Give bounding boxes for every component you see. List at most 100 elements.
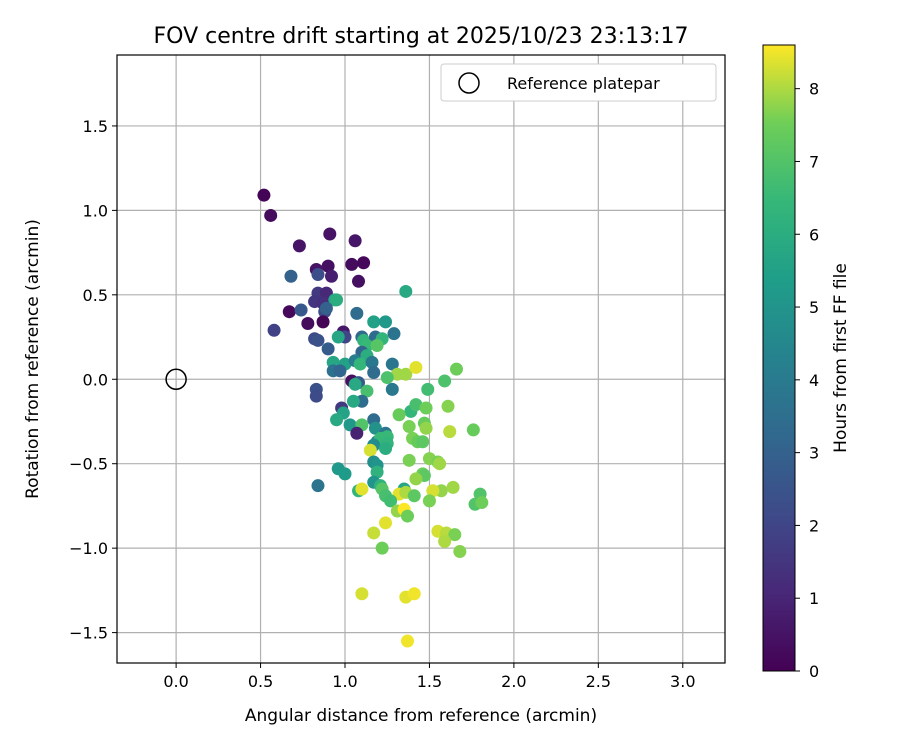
data-point <box>348 377 362 391</box>
data-point <box>392 408 406 422</box>
legend-marker <box>458 72 480 94</box>
data-point <box>333 364 347 378</box>
data-point <box>379 315 393 329</box>
data-point <box>323 227 337 241</box>
x-tick-label: 0.0 <box>163 672 188 691</box>
data-point <box>409 360 423 374</box>
data-point <box>402 453 416 467</box>
data-point <box>330 293 344 307</box>
data-point <box>311 268 325 282</box>
data-point <box>294 303 308 317</box>
data-point <box>367 315 381 329</box>
chart-title: FOV centre drift starting at 2025/10/23 … <box>154 24 689 49</box>
data-point <box>419 401 433 415</box>
data-point <box>301 317 315 331</box>
colorbar-ticks: 0 1 2 3 4 5 6 7 8 <box>795 80 819 681</box>
data-point <box>409 472 423 486</box>
data-point <box>419 421 433 435</box>
data-point <box>407 587 421 601</box>
colorbar-tick-label: 7 <box>809 152 819 171</box>
data-point <box>438 374 452 388</box>
y-axis-label: Rotation from reference (arcmin) <box>23 219 43 499</box>
data-point <box>399 367 413 381</box>
data-point <box>449 362 463 376</box>
x-tick-label: 3.0 <box>670 672 695 691</box>
colorbar-tick-label: 5 <box>809 298 819 317</box>
data-point <box>353 357 367 371</box>
data-point <box>357 256 371 270</box>
data-point <box>309 389 323 403</box>
colorbar-tick-label: 1 <box>809 589 819 608</box>
data-point <box>385 357 399 371</box>
data-point <box>475 496 489 510</box>
data-point <box>367 366 381 380</box>
scatter-points <box>257 188 489 648</box>
data-point <box>319 301 333 315</box>
x-tick-label: 2.0 <box>501 672 526 691</box>
data-point <box>421 382 435 396</box>
y-tick-label: 1.5 <box>83 117 108 136</box>
data-point <box>438 534 452 548</box>
colorbar-tick-label: 2 <box>809 516 819 535</box>
x-tick-label: 1.0 <box>332 672 357 691</box>
data-point <box>284 269 298 283</box>
data-point <box>379 516 393 530</box>
reference-point-marker <box>165 368 187 391</box>
data-point <box>375 541 389 555</box>
data-point <box>257 188 271 202</box>
data-point <box>321 259 335 273</box>
data-point <box>316 315 330 329</box>
data-point <box>448 528 462 542</box>
data-point <box>321 342 335 356</box>
data-point <box>370 338 384 352</box>
data-point <box>370 465 384 479</box>
data-point <box>402 420 416 434</box>
data-point <box>282 305 296 319</box>
data-point <box>355 482 369 496</box>
x-tick-label: 2.5 <box>586 672 611 691</box>
data-point <box>363 443 377 457</box>
data-point <box>387 327 401 341</box>
data-point <box>384 494 398 508</box>
colorbar-tick-label: 0 <box>809 662 819 681</box>
data-point <box>379 442 393 456</box>
data-point <box>441 399 455 413</box>
data-point <box>331 330 345 344</box>
data-point <box>345 257 359 271</box>
data-point <box>350 426 364 440</box>
data-point <box>368 421 382 435</box>
data-point <box>348 234 362 248</box>
data-point <box>346 394 360 408</box>
y-tick-label: 0.0 <box>83 370 108 389</box>
y-tick-label: −1.5 <box>69 624 108 643</box>
data-point <box>311 479 325 493</box>
data-point <box>338 467 352 481</box>
data-point <box>407 489 421 503</box>
data-point <box>400 509 414 523</box>
data-point <box>446 480 460 494</box>
data-point <box>466 423 480 437</box>
data-point <box>453 545 467 559</box>
legend-box <box>440 63 717 102</box>
x-tick-label: 1.5 <box>417 672 442 691</box>
data-point <box>380 371 394 385</box>
colorbar-tick-label: 6 <box>809 225 819 244</box>
y-tick-label: −1.0 <box>69 539 108 558</box>
y-tick-label: 1.0 <box>83 201 108 220</box>
colorbar-tick-label: 3 <box>809 444 819 463</box>
colorbar: 0 1 2 3 4 5 6 7 8 Hours from first FF file <box>762 44 851 681</box>
colorbar-label: Hours from first FF file <box>831 263 851 453</box>
data-point <box>267 323 281 337</box>
y-tick-label: −0.5 <box>69 455 108 474</box>
data-point <box>360 384 374 398</box>
data-point <box>416 435 430 449</box>
legend: Reference platepar <box>440 63 717 102</box>
data-point <box>352 274 366 288</box>
data-point <box>311 333 325 347</box>
colorbar-gradient <box>762 44 796 672</box>
data-point <box>365 355 379 369</box>
data-point <box>443 425 457 439</box>
legend-label: Reference platepar <box>507 74 660 93</box>
data-point <box>399 284 413 298</box>
